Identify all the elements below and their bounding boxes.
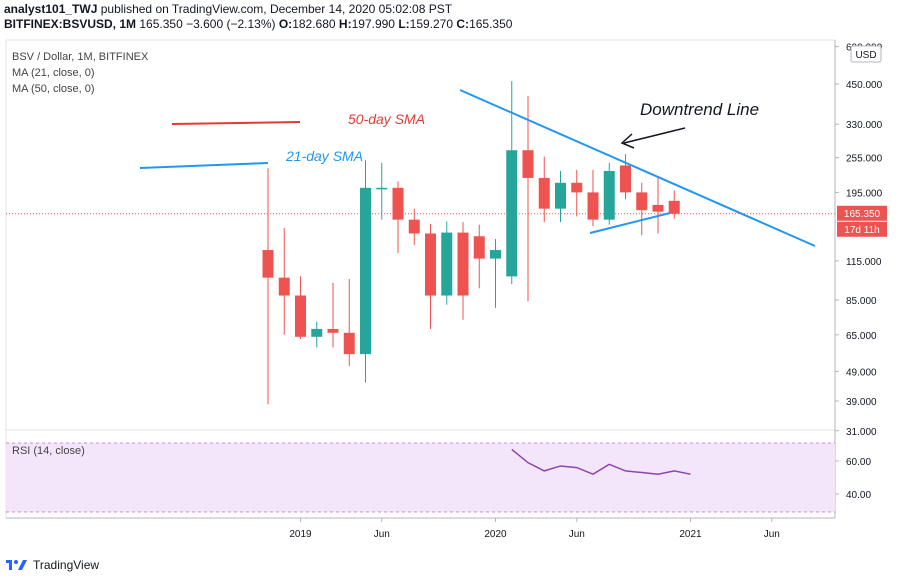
price-tick-label: 65.000 [846,331,877,342]
tradingview-logo-icon [6,558,28,572]
last-price: 165.350 [139,17,183,31]
time-tick-label: 2019 [289,529,312,540]
price-badge-value: 165.350 [844,209,881,220]
countdown-value: 17d 11h [844,225,879,236]
candle-body [522,150,534,178]
legend-ma50[interactable]: MA (50, close, 0) [12,83,95,95]
candle-body [587,192,599,220]
candle-body [408,219,420,234]
candle-body [425,233,436,296]
sma50-line [171,121,301,125]
price-tick-label: 255.000 [846,154,883,165]
downtrend-line[interactable] [459,89,816,247]
high-label: H: [338,17,352,31]
price-tick-label: 31.000 [846,427,877,438]
low-label: L: [398,17,410,31]
sma21-line [139,162,269,169]
candle-body [473,236,485,259]
legend-ma21[interactable]: MA (21, close, 0) [12,67,95,79]
candle-body [262,250,274,278]
symbol-info: BITFINEX:BSVUSD, 1M [4,17,137,31]
candle-body [457,232,469,296]
close-label: C: [456,17,470,31]
sma50-label: 50-day SMA [348,111,425,127]
time-axis-ticks: 2019 Jun 2020 Jun 2021 Jun [289,518,780,540]
time-tick-label: Jun [374,529,390,540]
candles [262,81,680,405]
rsi-line [511,448,691,476]
price-change: −3.600 (−2.13%) [186,17,276,31]
candle-body [343,332,355,355]
countdown-badge [837,221,887,237]
candle-body [278,277,290,296]
published-info: published on TradingView.com, December 1… [100,2,453,16]
low-value: 159.270 [409,17,454,31]
price-badge [837,205,887,221]
price-tick-label: 330.000 [846,120,883,131]
price-tick-label: 450.000 [846,80,883,91]
open-label: O: [278,17,293,31]
price-pane-frame [5,39,836,431]
high-value: 197.990 [351,17,395,31]
candle-body [327,328,339,333]
time-tick-label: 2021 [679,529,702,540]
downtrend-arrowhead [620,133,635,149]
candle-body [636,192,648,211]
candle-body [571,182,583,193]
footer-brand[interactable]: TradingView [6,555,99,575]
close-value: 165.350 [469,17,513,31]
candle-body [506,150,518,277]
candle-body [311,328,323,337]
legend-rsi[interactable]: RSI (14, close) [12,445,85,457]
downtrend-arrow [623,127,686,144]
candle-body [295,295,306,337]
publisher-name[interactable]: analyst101_TWJ [4,2,98,16]
legend-title: BSV / Dollar, 1M, BITFINEX [12,51,149,63]
time-tick-label: Jun [764,529,780,540]
price-tick-label: 115.000 [846,257,882,268]
candle-body [555,182,566,209]
price-tick-label: 49.000 [846,367,877,378]
chart-header: analyst101_TWJ published on TradingView.… [4,2,512,32]
footer-brand-name: TradingView [33,558,100,572]
sma21-label: 21-day SMA [285,148,363,164]
rsi-band [6,443,835,512]
price-tick-label: 195.000 [846,188,883,199]
currency-label: USD [855,50,876,61]
candle-body [441,232,453,296]
candle-body [392,187,404,220]
candle-body [652,204,664,212]
downtrend-label: Downtrend Line [640,100,759,119]
currency-badge[interactable] [850,45,882,63]
price-axis-ticks: 600.000450.000330.000255.000195.000115.0… [835,43,883,438]
open-value: 182.680 [292,17,336,31]
time-tick-label: 2020 [484,529,507,540]
rsi-tick-label: 60.00 [846,457,871,468]
candle-body [620,165,631,193]
candle-body [603,170,615,220]
time-tick-label: Jun [569,529,585,540]
candle-body [490,250,501,259]
rsi-tick-label: 40.00 [846,490,871,501]
candle-body [538,177,550,209]
price-tick-label: 85.000 [846,296,877,307]
candle-body [360,187,371,355]
price-tick-label: 39.000 [846,397,877,408]
candle-body [376,187,388,190]
support-line[interactable] [589,212,671,234]
rsi-axis-ticks: 60.00 40.00 [835,457,871,501]
candle-body [668,200,680,214]
